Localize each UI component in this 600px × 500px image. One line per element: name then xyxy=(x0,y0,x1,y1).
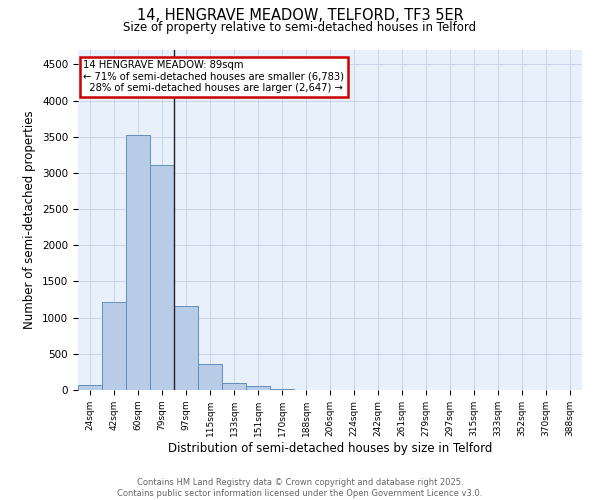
Bar xyxy=(126,136,150,390)
Text: 14 HENGRAVE MEADOW: 89sqm
← 71% of semi-detached houses are smaller (6,783)
  28: 14 HENGRAVE MEADOW: 89sqm ← 71% of semi-… xyxy=(83,60,344,94)
Bar xyxy=(222,383,246,390)
Y-axis label: Number of semi-detached properties: Number of semi-detached properties xyxy=(23,110,37,330)
X-axis label: Distribution of semi-detached houses by size in Telford: Distribution of semi-detached houses by … xyxy=(168,442,492,454)
Bar xyxy=(78,384,102,390)
Text: Contains HM Land Registry data © Crown copyright and database right 2025.
Contai: Contains HM Land Registry data © Crown c… xyxy=(118,478,482,498)
Bar xyxy=(150,165,174,390)
Bar xyxy=(270,389,294,390)
Text: 14, HENGRAVE MEADOW, TELFORD, TF3 5ER: 14, HENGRAVE MEADOW, TELFORD, TF3 5ER xyxy=(137,8,463,22)
Text: Size of property relative to semi-detached houses in Telford: Size of property relative to semi-detach… xyxy=(124,21,476,34)
Bar xyxy=(102,302,126,390)
Bar xyxy=(198,364,222,390)
Bar xyxy=(246,386,270,390)
Bar xyxy=(174,306,198,390)
